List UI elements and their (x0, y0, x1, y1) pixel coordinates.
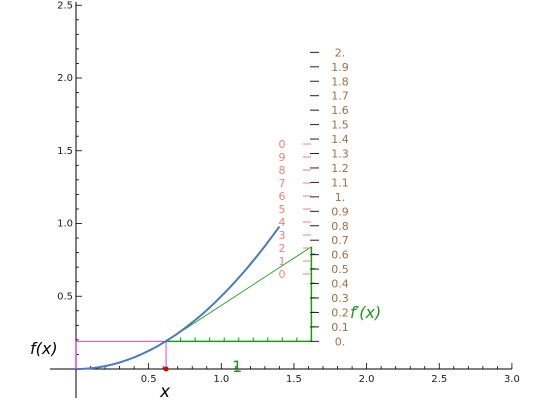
x-tick-label: 1.5 (286, 374, 302, 385)
derivative-scale-label: 1.6 (331, 104, 349, 117)
derivative-scale-label: 1.7 (331, 90, 349, 103)
derivative-scale-label: 0.8 (331, 220, 349, 233)
y-tick-label: 2.0 (57, 73, 73, 84)
derivative-scale-label: 1.8 (331, 75, 349, 88)
derivative-scale-label: 0.9 (331, 205, 349, 218)
derivative-scale-label: 0.4 (331, 278, 349, 291)
derivative-scale-label: 0. (335, 335, 346, 348)
y-tick-label: 0.5 (57, 291, 73, 302)
run-one-label: 1 (232, 357, 242, 376)
derivative-scale-label: 0.1 (331, 321, 349, 334)
derivative-scale-label: 2. (335, 46, 346, 59)
derivative-scale-label: 0.5 (331, 263, 349, 276)
point-marker (163, 366, 169, 372)
function-curve (76, 225, 281, 370)
x-tick-label: 0.5 (141, 374, 157, 385)
tangent-line (165, 246, 312, 342)
x-axis-ticks: 0.5 1.0 1.5 2.0 2.5 3.0 (90, 363, 520, 385)
derivative-scale-label: 0.6 (331, 249, 349, 262)
derivative-scale-label: 1.9 (331, 61, 349, 74)
axes (50, 2, 512, 398)
function-scale-label: 0 (279, 268, 286, 281)
y-tick-label: 1.5 (57, 146, 73, 157)
function-scale-label: 9 (279, 151, 286, 164)
function-scale-label: 5 (279, 203, 286, 216)
derivative-scale-label: 1. (335, 191, 346, 204)
function-scale-label: 4 (279, 216, 286, 229)
derivative-scale-label: 1.2 (331, 162, 349, 175)
derivative-scale-label: 0.7 (331, 234, 349, 247)
function-scale-label: 2 (279, 242, 286, 255)
y-tick-label: 2.5 (57, 0, 73, 11)
x-tick-label: 3.0 (504, 374, 520, 385)
fprime-label: f′(x) (350, 303, 381, 322)
x-tick-label: 1.0 (213, 374, 229, 385)
derivative-scale-label: 1.5 (331, 119, 349, 132)
derivative-scale-label: 1.1 (331, 176, 349, 189)
function-scale-label: 6 (279, 190, 286, 203)
derivative-scales: 0.0.1 0.20.30.4 0.50.6 0.70.8 0.91. 1.11.21.3… (279, 46, 349, 348)
x-tick-label: 2.5 (431, 374, 447, 385)
y-tick-label: 1.0 (57, 219, 73, 230)
y-axis-ticks: 0.5 1.0 1.5 2.0 2.5 (57, 0, 82, 355)
x-axis-label: x (159, 382, 171, 400)
function-scale-label: 1 (279, 255, 286, 268)
function-scale-label: 8 (279, 164, 286, 177)
fx-label: f(x) (30, 339, 58, 358)
derivative-scale-label: 0.2 (331, 306, 349, 319)
function-scale-label: 3 (279, 229, 286, 242)
derivative-scale-label: 1.3 (331, 148, 349, 161)
derivative-scale-label: 1.4 (331, 133, 349, 146)
function-scale-label: 0 (279, 138, 286, 151)
derivative-scale-label: 0.3 (331, 292, 349, 305)
function-scale-label: 7 (279, 177, 286, 190)
x-tick-label: 2.0 (359, 374, 375, 385)
